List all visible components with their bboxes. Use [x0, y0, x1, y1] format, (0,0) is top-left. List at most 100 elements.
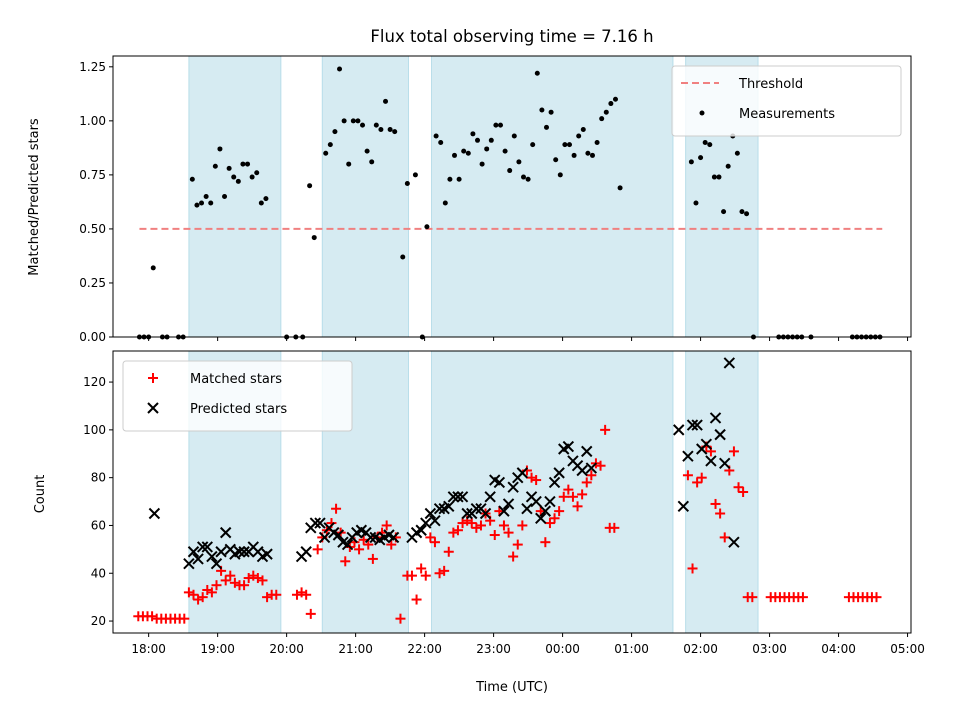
x-tick-label: 20:00 [269, 642, 304, 656]
x-axis-label: Time (UTC) [475, 680, 548, 695]
measurements-point [378, 126, 384, 132]
matched-stars-point [719, 532, 730, 543]
measurements-point [355, 118, 361, 124]
measurements-point [231, 174, 237, 180]
bottom-panel: 20 40 60 80 100 120 18:00 19:00 20:00 21:00 22:00 2… [33, 350, 925, 656]
measurements-point [452, 152, 458, 158]
measurements-point [571, 152, 577, 158]
matched-stars-point [220, 575, 231, 586]
measurements-point [566, 142, 572, 148]
matched-stars-point [206, 587, 217, 598]
measurements-point [744, 211, 750, 217]
measurements-point [249, 174, 255, 180]
measurements-point [217, 146, 223, 152]
matched-stars-point [512, 539, 523, 550]
predicted-stars-point [548, 476, 561, 489]
matched-stars-point [188, 589, 199, 600]
measurements-point [373, 122, 379, 128]
bottom-y-tick-label: 40 [91, 566, 106, 580]
measurements-point [307, 183, 313, 189]
x-tick-label: 18:00 [131, 642, 166, 656]
measurements-point [465, 150, 471, 156]
matched-stars-point [420, 570, 431, 581]
top-axes-frame [112, 55, 912, 338]
matched-stars-point [581, 477, 592, 488]
bottom-y-tick-label: 20 [91, 614, 106, 628]
bottom-y-tick-label: 80 [91, 471, 106, 485]
x-tick-label: 01:00 [614, 642, 649, 656]
legend-matched-stars-swatch [148, 373, 158, 383]
predicted-stars-point [544, 495, 556, 508]
predicted-stars-point [206, 550, 218, 563]
measurements-point [479, 161, 485, 167]
measurements-point [438, 139, 444, 145]
predicted-stars-point [709, 412, 722, 424]
predicted-stars-point [562, 440, 575, 453]
measurements-point [311, 235, 317, 241]
measurements-point [433, 133, 439, 139]
measurements-point [608, 101, 614, 107]
predicted-stars-point [686, 419, 699, 431]
predicted-stars-point [429, 514, 441, 527]
matched-stars-point [406, 570, 417, 581]
measurements-point [341, 118, 347, 124]
predicted-stars-point [300, 546, 312, 558]
legend-measurements-label: Measurements [739, 107, 835, 122]
predicted-stars-point [387, 531, 400, 544]
top-observing-window-band [431, 55, 674, 338]
top-y-tick-label: 0.00 [79, 330, 106, 344]
matched-stars-point [395, 613, 406, 624]
matched-stars-point [301, 589, 312, 600]
matched-stars-point [179, 613, 190, 624]
matched-stars-point [531, 475, 542, 486]
predicted-stars-point [456, 491, 469, 503]
predicted-stars-point [691, 419, 703, 431]
matched-stars-point [696, 472, 707, 483]
predicted-stars-point [714, 428, 726, 441]
predicted-stars-point [530, 495, 542, 508]
predicted-stars-point [700, 438, 713, 450]
matched-stars-point [363, 539, 374, 550]
predicted-stars-point [521, 503, 533, 515]
matched-stars-point [797, 592, 808, 603]
matched-stars-point [871, 592, 882, 603]
measurements-point [208, 200, 214, 206]
measurements-point [594, 139, 600, 145]
predicted-stars-point [470, 503, 483, 515]
predicted-stars-point [420, 517, 432, 529]
predicted-stars-point [576, 464, 588, 477]
matched-stars-point [692, 477, 703, 488]
x-tick-label: 22:00 [407, 642, 442, 656]
matched-stars-point [710, 498, 721, 509]
matched-stars-point [577, 489, 588, 500]
measurements-point [369, 159, 375, 165]
top-panel-y-axis-label: Matched/Predicted stars [27, 118, 42, 276]
predicted-stars-point [535, 512, 547, 524]
measurements-point [562, 142, 568, 148]
predicted-stars-point [318, 531, 331, 544]
measurements-point [254, 170, 260, 176]
x-tick-label: 05:00 [890, 642, 925, 656]
matched-stars-point [747, 592, 758, 603]
measurements-point [387, 126, 393, 132]
matched-stars-point [367, 553, 378, 564]
x-tick-label: 04:00 [821, 642, 856, 656]
predicted-stars-point [553, 467, 565, 479]
predicted-stars-point [219, 526, 232, 539]
predicted-stars-point [261, 548, 273, 560]
measurements-point [739, 209, 745, 215]
measurements-point [222, 194, 228, 199]
measurements-point [511, 133, 517, 139]
measurements-point [603, 109, 609, 115]
measurements-point [383, 98, 389, 104]
legend-measurements-swatch [699, 110, 705, 116]
measurements-point [576, 133, 582, 139]
matched-stars-point [257, 575, 268, 586]
x-tick-label: 23:00 [476, 642, 511, 656]
measurements-point [404, 181, 410, 187]
measurements-point [475, 137, 481, 143]
measurements-point [707, 142, 713, 148]
measurements-point [442, 200, 448, 206]
matched-stars-point [381, 520, 392, 531]
measurements-point [346, 161, 352, 167]
